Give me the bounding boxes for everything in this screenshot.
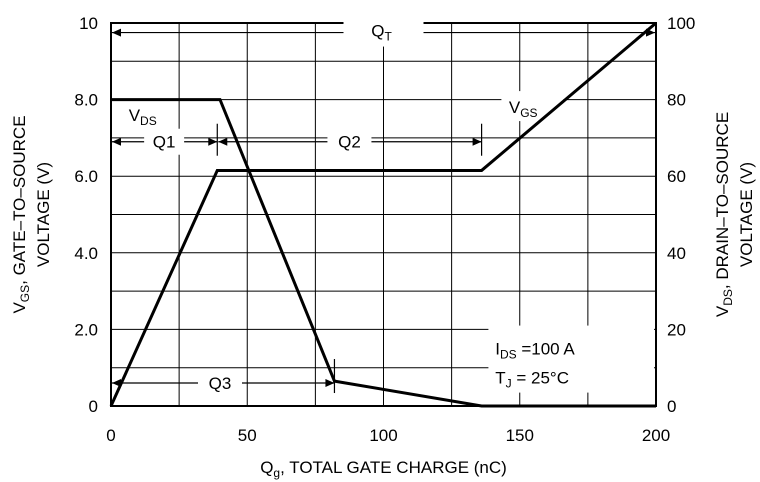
vgs-label-mask — [501, 91, 564, 122]
y-left-tick-label: 10 — [79, 14, 98, 33]
x-tick-label: 0 — [106, 426, 115, 445]
y-right-tick-label: 60 — [667, 167, 686, 186]
x-tick-label: 150 — [506, 426, 534, 445]
qt-dimension-arrow-left — [112, 28, 121, 37]
y-right-axis-title: VDS, DRAIN–TO–SOURCE — [713, 112, 735, 317]
y-right-tick-label: 80 — [667, 91, 686, 110]
q2-dimension-arrow-left — [218, 137, 228, 146]
y-left-tick-label: 2.0 — [74, 320, 98, 339]
x-tick-label: 50 — [238, 426, 257, 445]
vds-series-label: VDS — [129, 106, 157, 128]
x-tick-label: 100 — [369, 426, 397, 445]
y-left-axis-title-line2: VOLTAGE (V) — [34, 162, 53, 267]
y-right-tick-label: 0 — [667, 397, 676, 416]
x-axis-title: Qg, TOTAL GATE CHARGE (nC) — [260, 458, 507, 480]
series-line-vds — [111, 98, 656, 408]
q3-label-mask — [198, 370, 242, 397]
q1-dimension-arrow-right — [208, 137, 218, 146]
y-left-tick-label: 4.0 — [74, 244, 98, 263]
conditions-mask — [488, 325, 654, 393]
series-line-vgs — [109, 21, 657, 407]
y-left-tick-label: 8.0 — [74, 91, 98, 110]
qt-label-mask — [343, 18, 424, 47]
condition-label: IDS =100 A — [495, 340, 575, 362]
y-left-axis-title: VGS, GATE–TO–SOURCE — [10, 115, 32, 313]
qt-label: QT — [371, 22, 392, 44]
q3-dimension-arrow-right — [325, 379, 335, 388]
q2-dimension-arrow-right — [472, 137, 482, 146]
condition-label: TJ = 25°C — [495, 369, 569, 391]
y-right-tick-label: 20 — [667, 320, 686, 339]
q2-label: Q2 — [338, 133, 361, 152]
y-right-axis-title-line2: VOLTAGE (V) — [737, 162, 756, 267]
q1-dimension-arrow-left — [112, 137, 121, 146]
y-right-tick-label: 40 — [667, 244, 686, 263]
y-right-tick-label: 100 — [667, 14, 695, 33]
vds-label-mask — [120, 100, 175, 129]
q3-label: Q3 — [209, 374, 232, 393]
x-tick-label: 200 — [642, 426, 670, 445]
q2-label-mask — [327, 128, 372, 155]
y-left-tick-label: 0 — [89, 397, 98, 416]
q1-label: Q1 — [153, 133, 176, 152]
vgs-series-label: VGS — [509, 98, 538, 120]
q3-dimension-arrow-left — [112, 379, 121, 388]
y-left-tick-label: 6.0 — [74, 167, 98, 186]
q1-label-mask — [144, 128, 185, 155]
